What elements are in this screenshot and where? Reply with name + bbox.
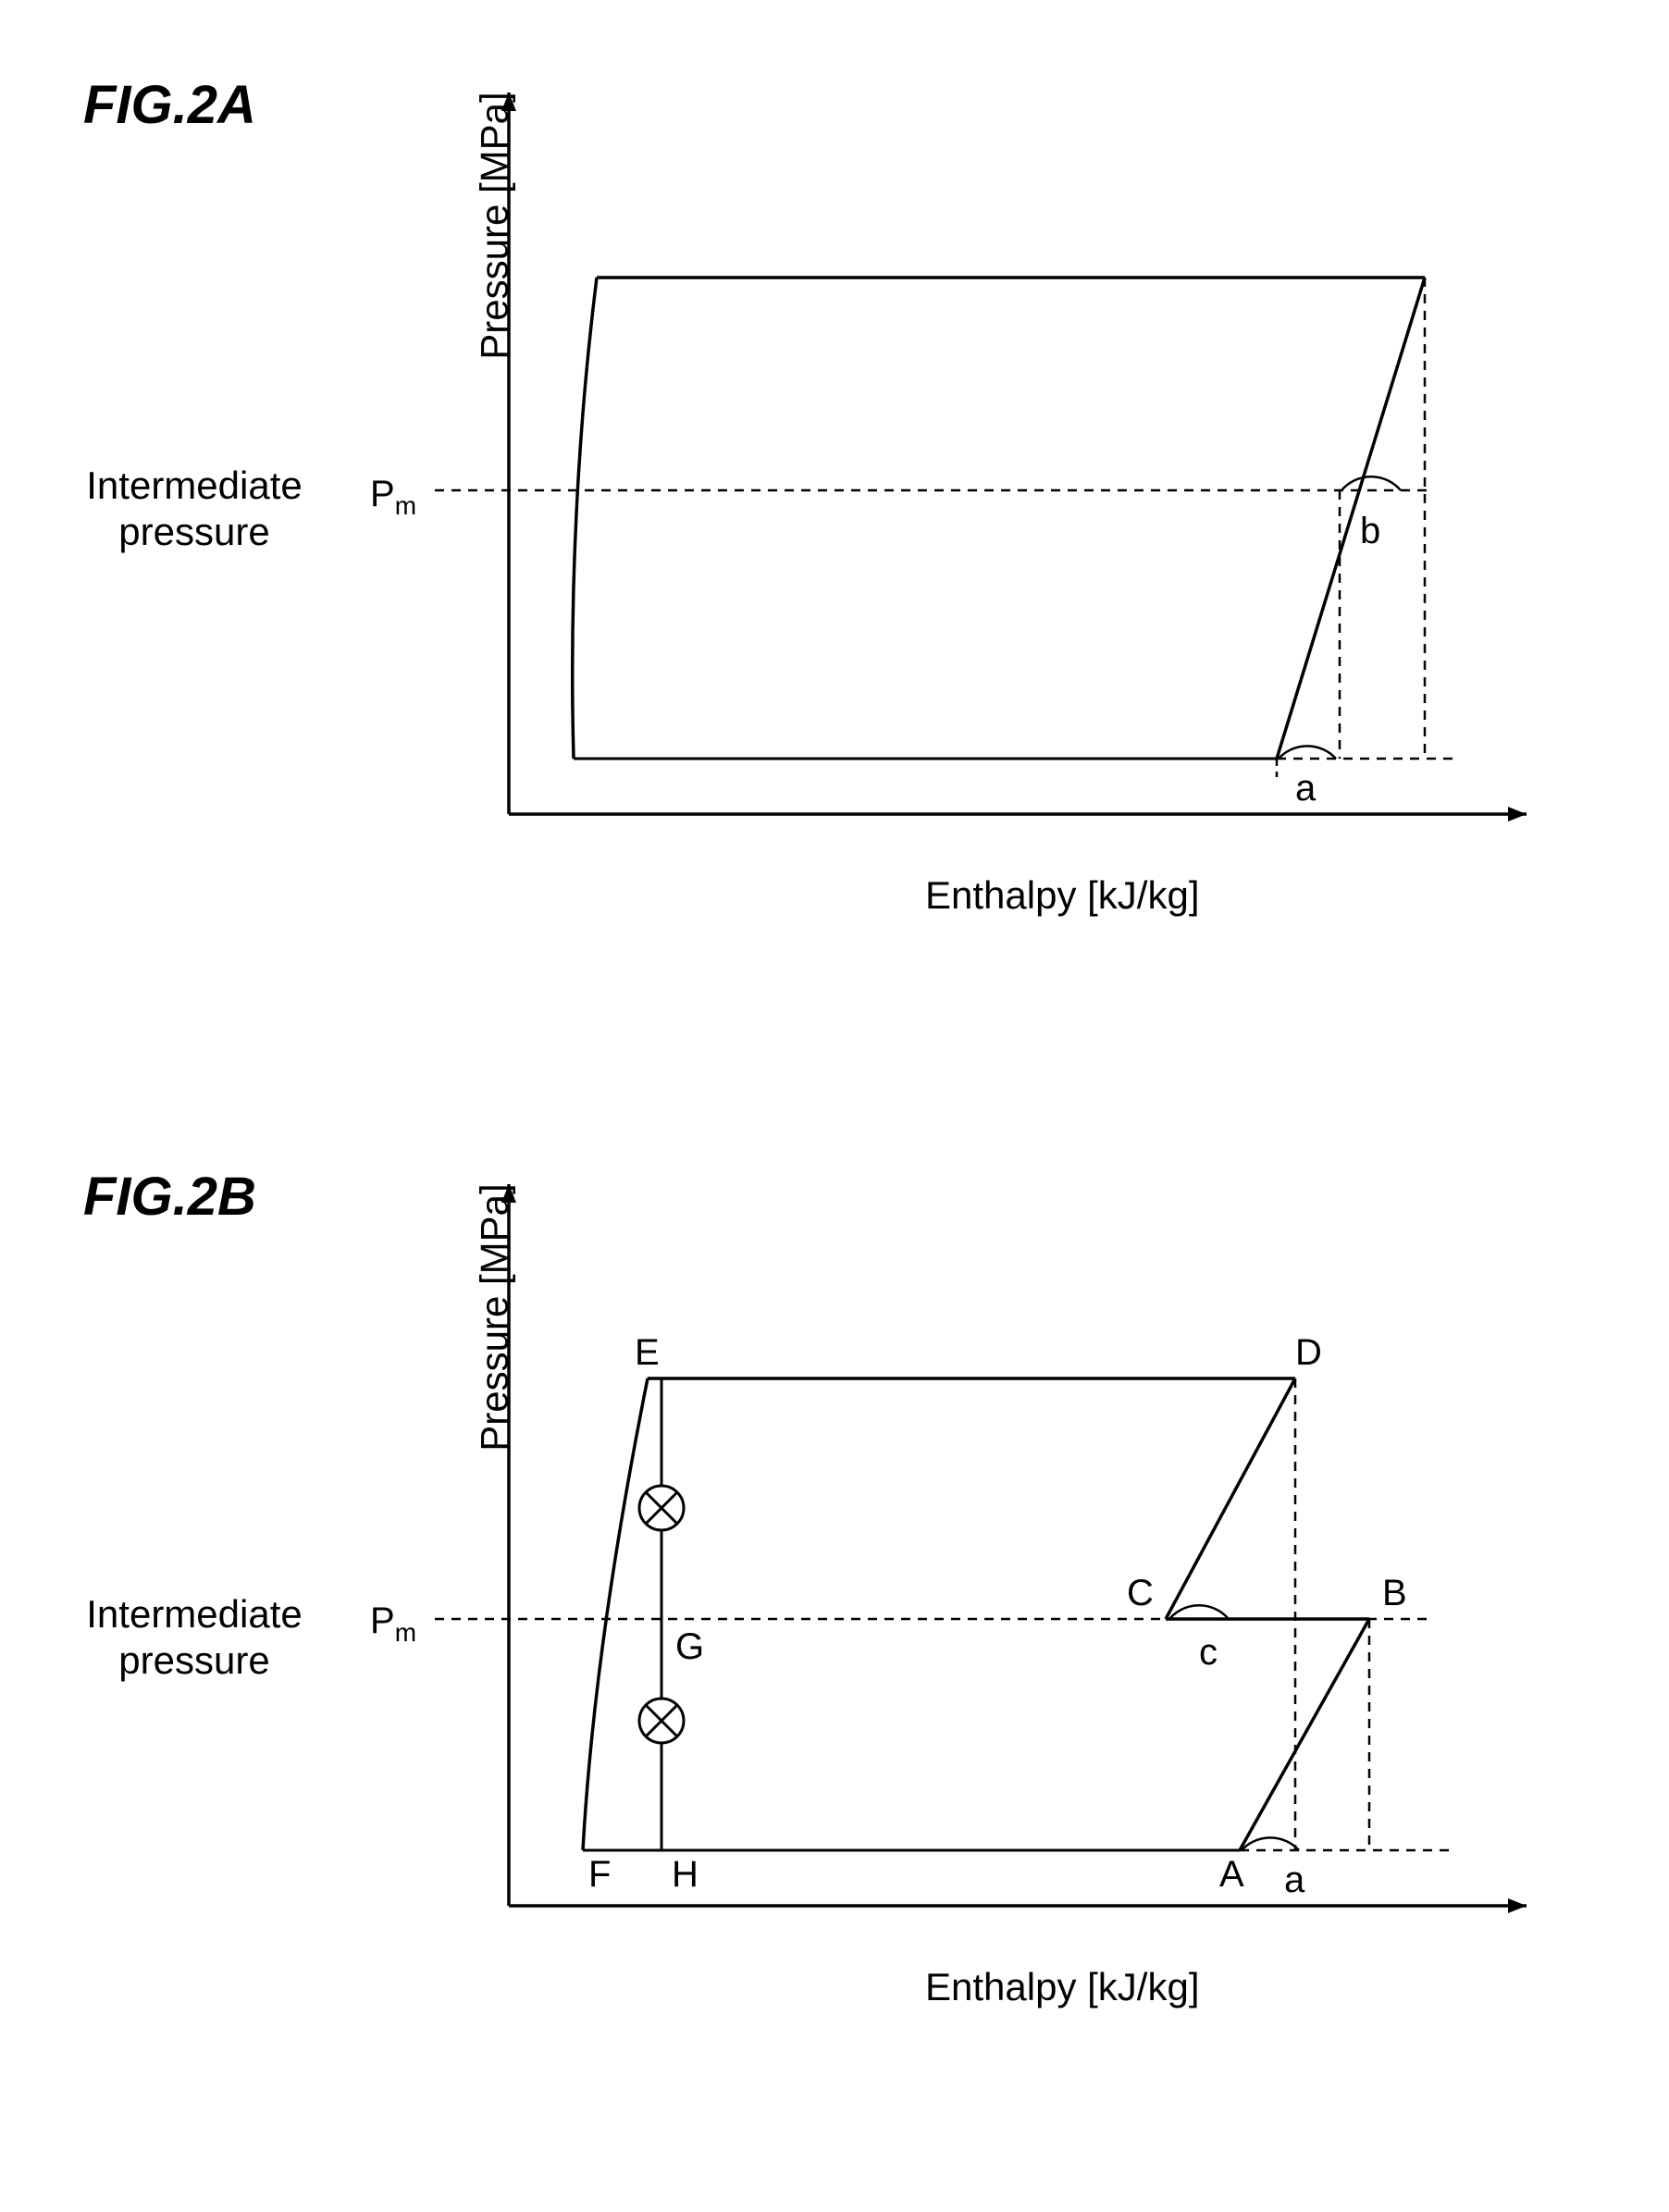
fig-2b-label-A: A: [1219, 1854, 1244, 1896]
pressure-word: pressure: [118, 510, 269, 553]
fig-2b-pm-label: Pm: [370, 1600, 416, 1648]
fig-2a-side-label: Intermediate pressure: [46, 463, 342, 556]
intermediate-word: Intermediate: [86, 463, 302, 507]
fig-2a-label-b: b: [1360, 511, 1380, 552]
pm-m: m: [395, 491, 416, 520]
fig-2a-label-a: a: [1295, 768, 1316, 809]
fig-2b-xlabel: Enthalpy [kJ/kg]: [925, 1965, 1199, 2009]
pressure-word-b: pressure: [118, 1638, 269, 1682]
fig-2b-label-F: F: [588, 1854, 611, 1896]
fig-2b-label-G: G: [675, 1626, 704, 1668]
fig-2b-label-C: C: [1127, 1573, 1154, 1614]
fig-2a-title: FIG.2A: [83, 74, 256, 136]
pm-m-b: m: [395, 1618, 416, 1647]
intermediate-word-b: Intermediate: [86, 1592, 302, 1636]
fig-2b-label-D: D: [1295, 1332, 1322, 1374]
fig-2a-xlabel: Enthalpy [kJ/kg]: [925, 873, 1199, 918]
fig-2b-label-a: a: [1284, 1860, 1304, 1901]
fig-2b-label-c: c: [1199, 1632, 1218, 1674]
fig-2b-label-H: H: [672, 1854, 699, 1896]
fig-2b-title: FIG.2B: [83, 1166, 256, 1228]
fig-2a-pm-label: Pm: [370, 474, 416, 521]
fig-2b-label-E: E: [635, 1332, 660, 1374]
pm-p-b: P: [370, 1600, 395, 1641]
fig-2a-chart: [435, 74, 1545, 907]
pm-p: P: [370, 474, 395, 514]
fig-2b-side-label: Intermediate pressure: [46, 1591, 342, 1685]
fig-2b-label-B: B: [1382, 1573, 1407, 1614]
